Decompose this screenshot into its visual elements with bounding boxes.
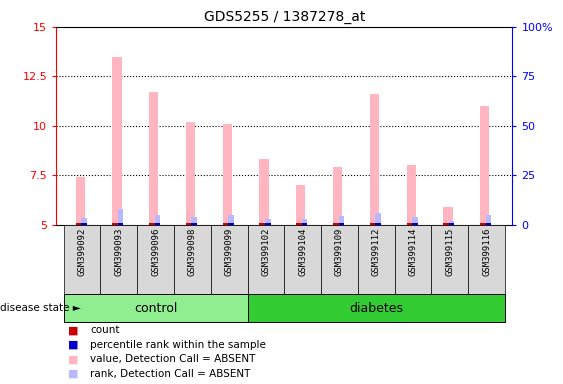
Bar <box>376 223 381 225</box>
FancyBboxPatch shape <box>248 294 505 322</box>
Bar <box>406 223 416 225</box>
Text: disease state ►: disease state ► <box>0 303 81 313</box>
FancyBboxPatch shape <box>431 225 468 294</box>
FancyBboxPatch shape <box>64 225 100 294</box>
Text: control: control <box>134 302 177 314</box>
Text: percentile rank within the sample: percentile rank within the sample <box>90 340 266 350</box>
Bar <box>186 122 195 225</box>
Bar <box>406 165 416 225</box>
Bar <box>486 223 491 225</box>
Bar <box>302 223 307 225</box>
Bar <box>338 223 344 225</box>
Text: GSM399102: GSM399102 <box>261 228 270 276</box>
FancyBboxPatch shape <box>358 225 395 294</box>
FancyBboxPatch shape <box>395 225 431 294</box>
Bar <box>296 185 306 225</box>
Bar <box>260 159 269 225</box>
Text: GSM399114: GSM399114 <box>409 228 418 276</box>
Text: GSM399093: GSM399093 <box>114 228 123 276</box>
FancyBboxPatch shape <box>248 225 284 294</box>
FancyBboxPatch shape <box>468 225 505 294</box>
Bar <box>191 223 197 225</box>
Text: GSM399115: GSM399115 <box>445 228 454 276</box>
Text: ■: ■ <box>68 354 78 364</box>
Text: ■: ■ <box>68 340 78 350</box>
Text: ■: ■ <box>68 325 78 335</box>
Text: GSM399096: GSM399096 <box>151 228 160 276</box>
Bar <box>338 216 344 225</box>
FancyBboxPatch shape <box>284 225 321 294</box>
Bar <box>265 219 271 225</box>
Text: GSM399109: GSM399109 <box>335 228 344 276</box>
Bar <box>265 223 271 225</box>
Bar <box>333 223 342 225</box>
Bar <box>223 223 232 225</box>
FancyBboxPatch shape <box>174 225 211 294</box>
Bar <box>113 56 122 225</box>
Text: GSM399116: GSM399116 <box>482 228 491 276</box>
Bar <box>113 223 122 225</box>
Title: GDS5255 / 1387278_at: GDS5255 / 1387278_at <box>204 10 365 25</box>
FancyBboxPatch shape <box>64 294 248 322</box>
Bar <box>223 124 232 225</box>
Bar <box>186 223 195 225</box>
Bar <box>486 215 491 225</box>
Bar <box>118 223 123 225</box>
Bar <box>81 218 87 225</box>
Bar <box>81 223 87 225</box>
Bar <box>228 215 234 225</box>
FancyBboxPatch shape <box>321 225 358 294</box>
Bar <box>75 177 85 225</box>
Bar <box>480 106 489 225</box>
Text: value, Detection Call = ABSENT: value, Detection Call = ABSENT <box>90 354 256 364</box>
Bar <box>333 167 342 225</box>
Bar <box>444 223 453 225</box>
Bar <box>412 217 418 225</box>
Bar <box>75 223 85 225</box>
Bar <box>480 223 489 225</box>
Bar <box>191 217 197 225</box>
Text: ■: ■ <box>68 369 78 379</box>
Bar <box>449 223 454 225</box>
Text: GSM399098: GSM399098 <box>188 228 197 276</box>
Bar <box>155 215 160 225</box>
Bar <box>370 94 379 225</box>
Text: GSM399104: GSM399104 <box>298 228 307 276</box>
Bar <box>149 92 158 225</box>
Text: diabetes: diabetes <box>349 302 403 314</box>
Bar <box>296 223 306 225</box>
FancyBboxPatch shape <box>211 225 248 294</box>
Bar <box>149 223 158 225</box>
Bar <box>228 223 234 225</box>
Bar <box>155 223 160 225</box>
Text: GSM399112: GSM399112 <box>372 228 381 276</box>
Bar <box>376 213 381 225</box>
Bar <box>449 221 454 225</box>
Bar <box>444 207 453 225</box>
Text: GSM399099: GSM399099 <box>225 228 234 276</box>
Bar <box>412 223 418 225</box>
Bar <box>302 219 307 225</box>
Text: GSM399092: GSM399092 <box>78 228 87 276</box>
Bar <box>260 223 269 225</box>
Bar <box>370 223 379 225</box>
FancyBboxPatch shape <box>137 225 174 294</box>
Text: rank, Detection Call = ABSENT: rank, Detection Call = ABSENT <box>90 369 251 379</box>
FancyBboxPatch shape <box>100 225 137 294</box>
Text: count: count <box>90 325 119 335</box>
Bar <box>118 209 123 225</box>
